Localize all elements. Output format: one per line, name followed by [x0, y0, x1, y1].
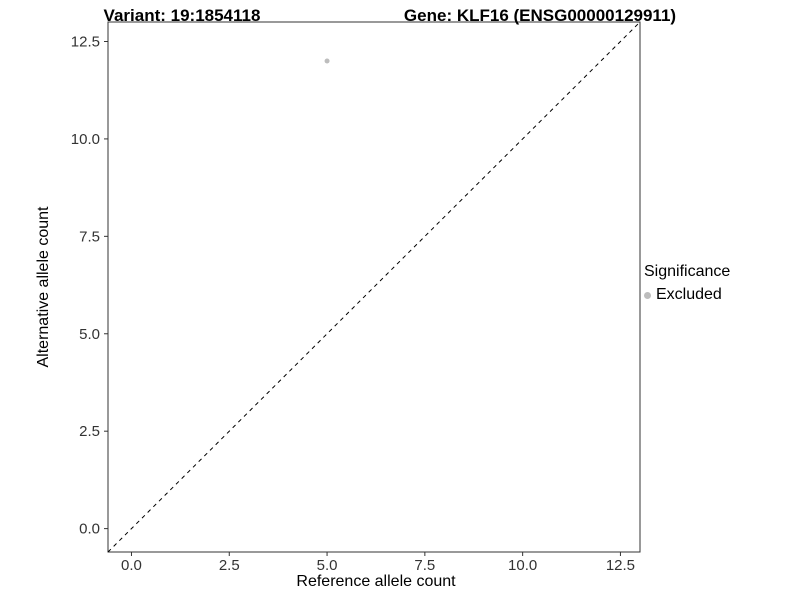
y-tick-label: 2.5: [79, 423, 100, 440]
x-tick-label: 10.0: [508, 557, 537, 574]
x-tick-label: 0.0: [121, 557, 142, 574]
legend-item-excluded: Excluded: [644, 286, 730, 304]
panel-border: [107, 21, 641, 553]
y-axis-title: Alternative allele count: [35, 206, 52, 368]
y-tick-label: 10.0: [71, 131, 100, 148]
x-tick-label: 12.5: [606, 557, 635, 574]
plot-title-gene: Gene: KLF16 (ENSG00000129911): [403, 6, 677, 25]
data-point: [324, 58, 330, 64]
x-axis-title: Reference allele count: [296, 573, 456, 590]
y-tick-label: 7.5: [79, 228, 100, 245]
diagonal-reference-line: [107, 21, 641, 553]
legend: Significance Excluded: [644, 263, 730, 304]
x-tick-label: 2.5: [219, 557, 240, 574]
plot-title-variant: Variant: 19:1854118: [103, 6, 261, 25]
y-tick-label: 5.0: [79, 326, 100, 343]
y-tick-label: 0.0: [79, 521, 100, 538]
legend-title: Significance: [644, 263, 731, 280]
legend-point-icon: [644, 291, 651, 299]
y-tick-label: 12.5: [71, 33, 100, 50]
x-tick-label: 7.5: [414, 557, 435, 574]
legend-item-label: Excluded: [656, 286, 722, 303]
x-tick-label: 5.0: [317, 557, 338, 574]
